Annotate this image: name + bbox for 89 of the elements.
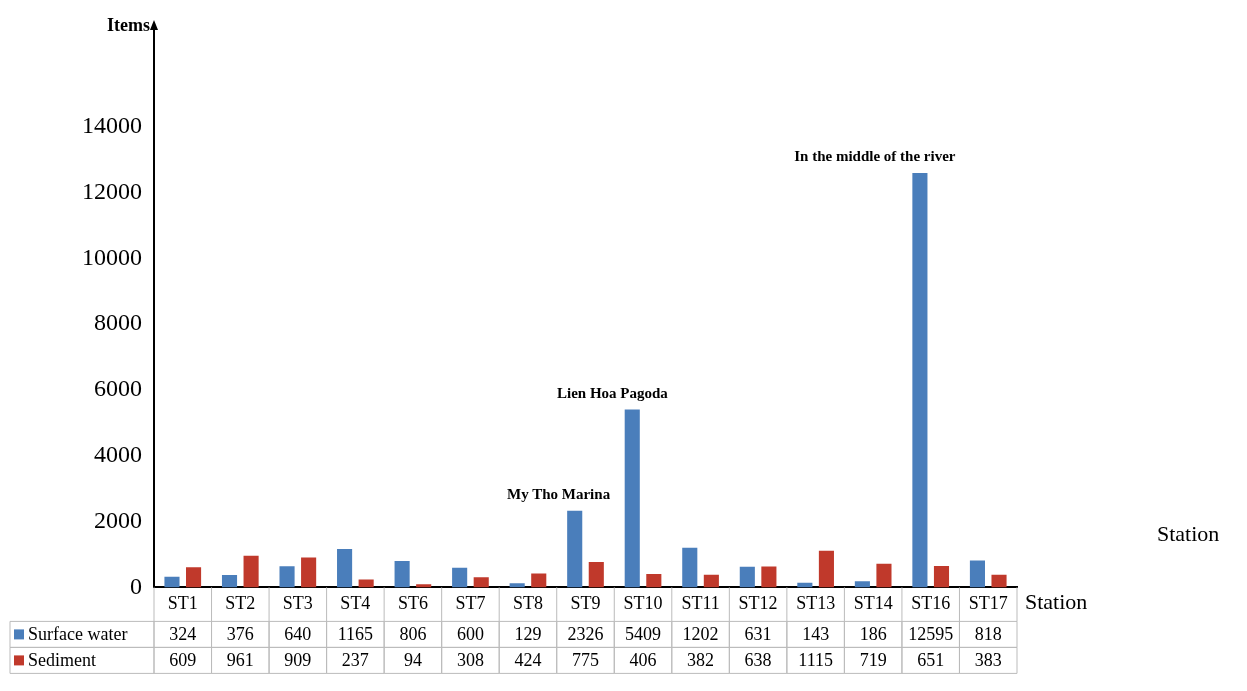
data-label: 5409 xyxy=(625,624,662,645)
y-tick-label: 12000 xyxy=(82,177,142,204)
bar xyxy=(854,581,870,588)
x-tick-label: ST14 xyxy=(853,592,893,613)
data-label: 1165 xyxy=(337,624,374,645)
data-label: 424 xyxy=(514,650,542,671)
bar xyxy=(761,566,777,588)
bar xyxy=(703,574,719,588)
y-tick-label: 8000 xyxy=(94,309,142,336)
bar xyxy=(991,574,1007,588)
data-label: 376 xyxy=(226,624,254,645)
data-label: 186 xyxy=(859,624,887,645)
bar xyxy=(912,172,928,588)
data-label: 12595 xyxy=(908,624,954,645)
y-tick-label: 10000 xyxy=(82,243,142,270)
y-tick-label: 6000 xyxy=(94,375,142,402)
y-tick-label: 0 xyxy=(130,572,142,599)
data-label: 308 xyxy=(456,650,484,671)
bar xyxy=(646,574,662,588)
data-label: 406 xyxy=(629,650,657,671)
data-label: 324 xyxy=(169,624,197,645)
data-label: 818 xyxy=(974,624,1002,645)
data-label: 382 xyxy=(687,650,715,671)
annotation: In the middle of the river xyxy=(794,148,956,165)
bar xyxy=(876,563,892,588)
data-label: 600 xyxy=(456,624,484,645)
x-tick-label: ST13 xyxy=(796,592,836,613)
x-tick-label: ST17 xyxy=(968,592,1008,613)
bar xyxy=(682,547,698,588)
x-tick-label: ST2 xyxy=(225,592,256,613)
bar xyxy=(164,576,180,588)
bar xyxy=(337,549,353,588)
data-label: 651 xyxy=(917,650,945,671)
bar xyxy=(969,560,985,588)
bar xyxy=(818,550,834,588)
data-label: 640 xyxy=(284,624,312,645)
data-label: 806 xyxy=(399,624,427,645)
x-tick-label: ST16 xyxy=(911,592,951,613)
bar xyxy=(624,409,640,588)
bar xyxy=(221,575,238,588)
data-label: 719 xyxy=(859,650,887,671)
x-tick-label: ST6 xyxy=(397,592,428,613)
data-label: 237 xyxy=(341,650,369,671)
y-tick-label: 14000 xyxy=(82,112,142,139)
data-label: 961 xyxy=(226,650,254,671)
annotation: My Tho Marina xyxy=(507,486,611,503)
bar xyxy=(509,583,525,588)
annotation: Lien Hoa Pagoda xyxy=(556,384,669,401)
x-tick-label: ST7 xyxy=(455,592,486,613)
y-tick-label: 4000 xyxy=(94,441,142,468)
data-label: 638 xyxy=(744,650,772,671)
x-axis-title: Station xyxy=(1025,589,1088,615)
bar xyxy=(933,565,950,588)
y-tick-label: 2000 xyxy=(94,506,142,533)
data-label: 129 xyxy=(514,624,542,645)
bar xyxy=(531,573,547,588)
bar xyxy=(186,567,202,588)
bar xyxy=(473,577,489,588)
data-label: 2326 xyxy=(567,624,604,645)
bar xyxy=(567,510,583,588)
bar xyxy=(452,567,468,588)
y-axis-title: Items xyxy=(107,14,150,35)
data-label: 1115 xyxy=(798,650,833,671)
legend-label: Sediment xyxy=(28,650,96,671)
bar xyxy=(394,560,410,588)
text: Station xyxy=(1157,521,1220,547)
x-tick-label: ST12 xyxy=(738,592,778,613)
x-tick-label: ST3 xyxy=(282,592,313,613)
data-label: 143 xyxy=(802,624,830,645)
data-label: 1202 xyxy=(682,624,719,645)
x-tick-label: ST10 xyxy=(623,592,663,613)
x-tick-label: ST11 xyxy=(681,592,720,613)
data-label: 383 xyxy=(974,650,1002,671)
data-label: 909 xyxy=(284,650,312,671)
bar xyxy=(588,561,604,588)
x-tick-label: ST8 xyxy=(512,592,543,613)
data-label: 631 xyxy=(744,624,772,645)
data-label: 609 xyxy=(169,650,197,671)
data-label: 94 xyxy=(403,650,422,671)
bar xyxy=(279,566,295,588)
bar xyxy=(416,584,432,588)
x-tick-label: ST1 xyxy=(167,592,198,613)
bar xyxy=(739,566,755,588)
bar xyxy=(243,555,259,588)
x-tick-label: ST4 xyxy=(340,592,371,613)
data-label: 775 xyxy=(572,650,599,671)
legend-label: Surface water xyxy=(28,624,128,645)
x-tick-label: ST9 xyxy=(570,592,601,613)
bar xyxy=(301,557,317,588)
